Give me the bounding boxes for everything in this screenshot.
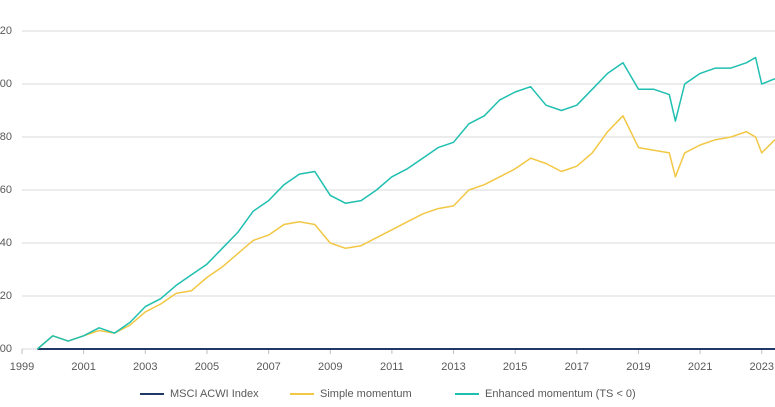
legend-label: Simple momentum [320,388,412,400]
x-tick-label: 2007 [256,361,280,373]
x-tick-label: 2017 [565,361,589,373]
legend-label: MSCI ACWI Index [170,388,259,400]
series-line [36,56,775,350]
y-tick-label: 20 [0,290,12,302]
x-tick-label: 2015 [503,361,527,373]
x-tick-label: 2019 [626,361,650,373]
x-tick-label: 2009 [318,361,342,373]
series-line [36,115,775,350]
legend-label: Enhanced momentum (TS < 0) [485,388,636,400]
x-tick-label: 1999 [10,361,34,373]
x-tick-label: 2023 [750,361,774,373]
y-tick-label: 80 [0,131,12,143]
x-tick-label: 2021 [688,361,712,373]
x-tick-label: 2011 [380,361,404,373]
x-tick-label: 2003 [133,361,157,373]
y-tick-label: 00 [0,78,12,90]
y-tick-label: 20 [0,25,12,37]
y-tick-label: 40 [0,237,12,249]
x-tick-label: 2013 [441,361,465,373]
y-tick-label: 60 [0,184,12,196]
x-tick-label: 2005 [195,361,219,373]
y-tick-label: 00 [0,343,12,355]
x-tick-label: 2001 [71,361,95,373]
